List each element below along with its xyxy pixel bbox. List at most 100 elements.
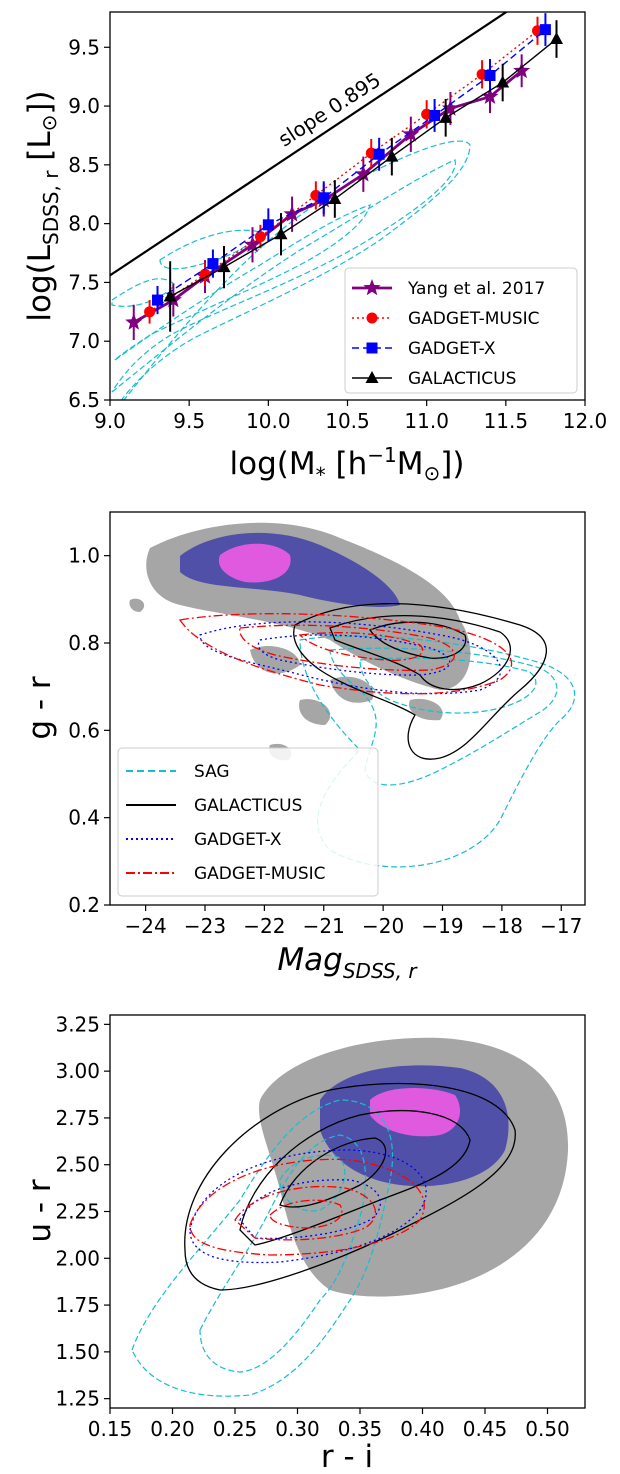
p3-xtick-label: 0.50 bbox=[525, 1417, 570, 1441]
density-fill-inner bbox=[218, 543, 291, 583]
data-point bbox=[199, 268, 211, 280]
sag-contours-panel2 bbox=[299, 635, 576, 868]
data-point bbox=[163, 289, 177, 302]
p3-ytick-label: 2.50 bbox=[55, 1153, 100, 1177]
p2-xtick-label: −21 bbox=[303, 914, 345, 938]
p2-xtick-label: −24 bbox=[125, 914, 167, 938]
density-fill-scatter-e bbox=[129, 598, 145, 612]
data-point bbox=[385, 149, 399, 162]
panel-color-magnitude: −24 −23 −22 −21 −20 −19 −18 −170.20.40.60.81.0 … bbox=[22, 511, 586, 983]
y-axis-label-panel3: u - r bbox=[22, 1179, 58, 1243]
gadget-music-contours-panel2 bbox=[178, 613, 513, 695]
p3-ytick-label: 2.00 bbox=[55, 1246, 100, 1270]
data-point bbox=[429, 109, 441, 121]
p3-xtick-label: 0.15 bbox=[88, 1417, 133, 1441]
density-fills-panel2 bbox=[129, 522, 471, 761]
density-fill-scatter-a bbox=[250, 645, 300, 674]
x-axis-label-panel2: MagSDSS, r bbox=[277, 942, 418, 983]
legend-label: GADGET-X bbox=[408, 339, 496, 359]
data-point bbox=[550, 32, 563, 45]
p3-xtick-label: 0.20 bbox=[150, 1417, 195, 1441]
data-point bbox=[484, 69, 496, 81]
p2-xtick-label: −18 bbox=[481, 914, 523, 938]
p1-xtick-label: 10.0 bbox=[246, 409, 291, 433]
data-point bbox=[441, 99, 459, 116]
contours-panel2 bbox=[178, 602, 576, 868]
panel-luminosity-mass: 9.0 9.5 10.0 10.5 11.0 11.5 12.0 6.5 7.0 7.5 8.0 8.… bbox=[22, 11, 608, 487]
p1-ytick-label: 7.5 bbox=[68, 270, 100, 294]
legend-label: SAG bbox=[194, 762, 230, 782]
p1-ytick-label: 9.5 bbox=[68, 35, 100, 59]
legend-marker bbox=[363, 279, 381, 296]
p1-ytick-label: 6.5 bbox=[68, 388, 100, 412]
data-point bbox=[152, 294, 163, 306]
legend-label: GALACTICUS bbox=[194, 796, 302, 816]
series-line bbox=[169, 38, 557, 298]
data-point bbox=[328, 191, 342, 204]
data-point bbox=[373, 148, 385, 160]
p3-ytick-label: 1.75 bbox=[55, 1293, 100, 1317]
sag-contour-outer bbox=[120, 140, 471, 400]
y-axis-label-panel2: g - r bbox=[22, 676, 58, 740]
p3-xtick-label: 0.35 bbox=[338, 1417, 383, 1441]
data-point bbox=[243, 235, 262, 253]
slope-annotation: slope 0.895 bbox=[274, 68, 385, 152]
legend-label: GADGET-MUSIC bbox=[408, 309, 540, 329]
x-axis-label-panel1: log(M* [h−1M⊙]) bbox=[230, 443, 465, 487]
p2-ytick-label: 0.4 bbox=[68, 806, 100, 830]
gadget-x-contours-panel3 bbox=[189, 1149, 427, 1264]
data-point bbox=[274, 227, 288, 240]
data-point bbox=[144, 306, 156, 318]
p1-xtick-label: 11.0 bbox=[404, 409, 449, 433]
data-point bbox=[217, 260, 231, 273]
p3-ytick-label: 3.25 bbox=[55, 1012, 100, 1036]
p3-ytick-label: 3.00 bbox=[55, 1059, 100, 1083]
p3-ytick-label: 1.50 bbox=[55, 1340, 100, 1364]
p3-ytick-label: 2.25 bbox=[55, 1200, 100, 1224]
p1-xtick-label: 9.5 bbox=[173, 409, 205, 433]
contours-panel3 bbox=[131, 1082, 516, 1397]
p1-ytick-label: 7.0 bbox=[68, 329, 100, 353]
galacticus-contours-panel3 bbox=[184, 1082, 516, 1291]
data-point bbox=[402, 125, 420, 142]
density-fill-inner bbox=[370, 1088, 460, 1137]
data-point bbox=[539, 24, 551, 36]
y-axis-label-panel1: log(LSDSS, r [L⊙]) bbox=[22, 90, 63, 321]
p1-xtick-label: 12.0 bbox=[563, 409, 608, 433]
data-point bbox=[207, 258, 219, 270]
data-point bbox=[125, 313, 143, 330]
legend-label: Yang et al. 2017 bbox=[407, 279, 545, 299]
sag-contour-5 bbox=[111, 278, 176, 307]
p1-ytick-label: 8.0 bbox=[68, 212, 100, 236]
p2-ytick-label: 1.0 bbox=[68, 544, 100, 568]
data-point bbox=[318, 192, 330, 204]
legend-panel2: SAG GALACTICUS GADGET-X GADGET-MUSIC bbox=[117, 747, 379, 897]
p1-ytick-label: 9.0 bbox=[68, 94, 100, 118]
p1-xtick-label: 10.5 bbox=[325, 409, 370, 433]
legend-panel1: Yang et al. 2017 GADGET-MUSIC GADGET-X GALA… bbox=[344, 267, 578, 394]
data-point bbox=[481, 87, 499, 104]
legend-label: GADGET-X bbox=[194, 830, 282, 850]
legend-label: GALACTICUS bbox=[408, 369, 516, 389]
panel-color-color: 0.15 0.20 0.25 0.30 0.35 0.40 0.45 0.50 1.25 1.50… bbox=[22, 1012, 586, 1474]
density-fill-scatter-d bbox=[409, 698, 443, 721]
x-axis-label-panel3: r - i bbox=[321, 1439, 373, 1474]
sag-contour-2 bbox=[111, 159, 456, 393]
p2-ytick-label: 0.2 bbox=[68, 893, 100, 917]
data-point bbox=[439, 110, 453, 123]
galacticus-contours-panel2 bbox=[293, 602, 548, 760]
legend-marker bbox=[365, 371, 379, 383]
p3-ytick-label: 1.25 bbox=[55, 1387, 100, 1411]
p3-xtick-label: 0.40 bbox=[400, 1417, 445, 1441]
p2-xtick-label: −22 bbox=[243, 914, 285, 938]
p1-xtick-label: 9.0 bbox=[94, 409, 126, 433]
p3-xtick-label: 0.45 bbox=[463, 1417, 508, 1441]
p2-ytick-label: 0.6 bbox=[68, 718, 100, 742]
data-point bbox=[254, 231, 266, 243]
panel2-frame bbox=[109, 511, 586, 906]
p3-ytick-label: 2.75 bbox=[55, 1106, 100, 1130]
gadget-x-contours-panel2 bbox=[199, 621, 502, 695]
sag-contours-panel3 bbox=[131, 1099, 394, 1397]
p2-xtick-label: −17 bbox=[540, 914, 582, 938]
legend-marker bbox=[366, 342, 378, 354]
